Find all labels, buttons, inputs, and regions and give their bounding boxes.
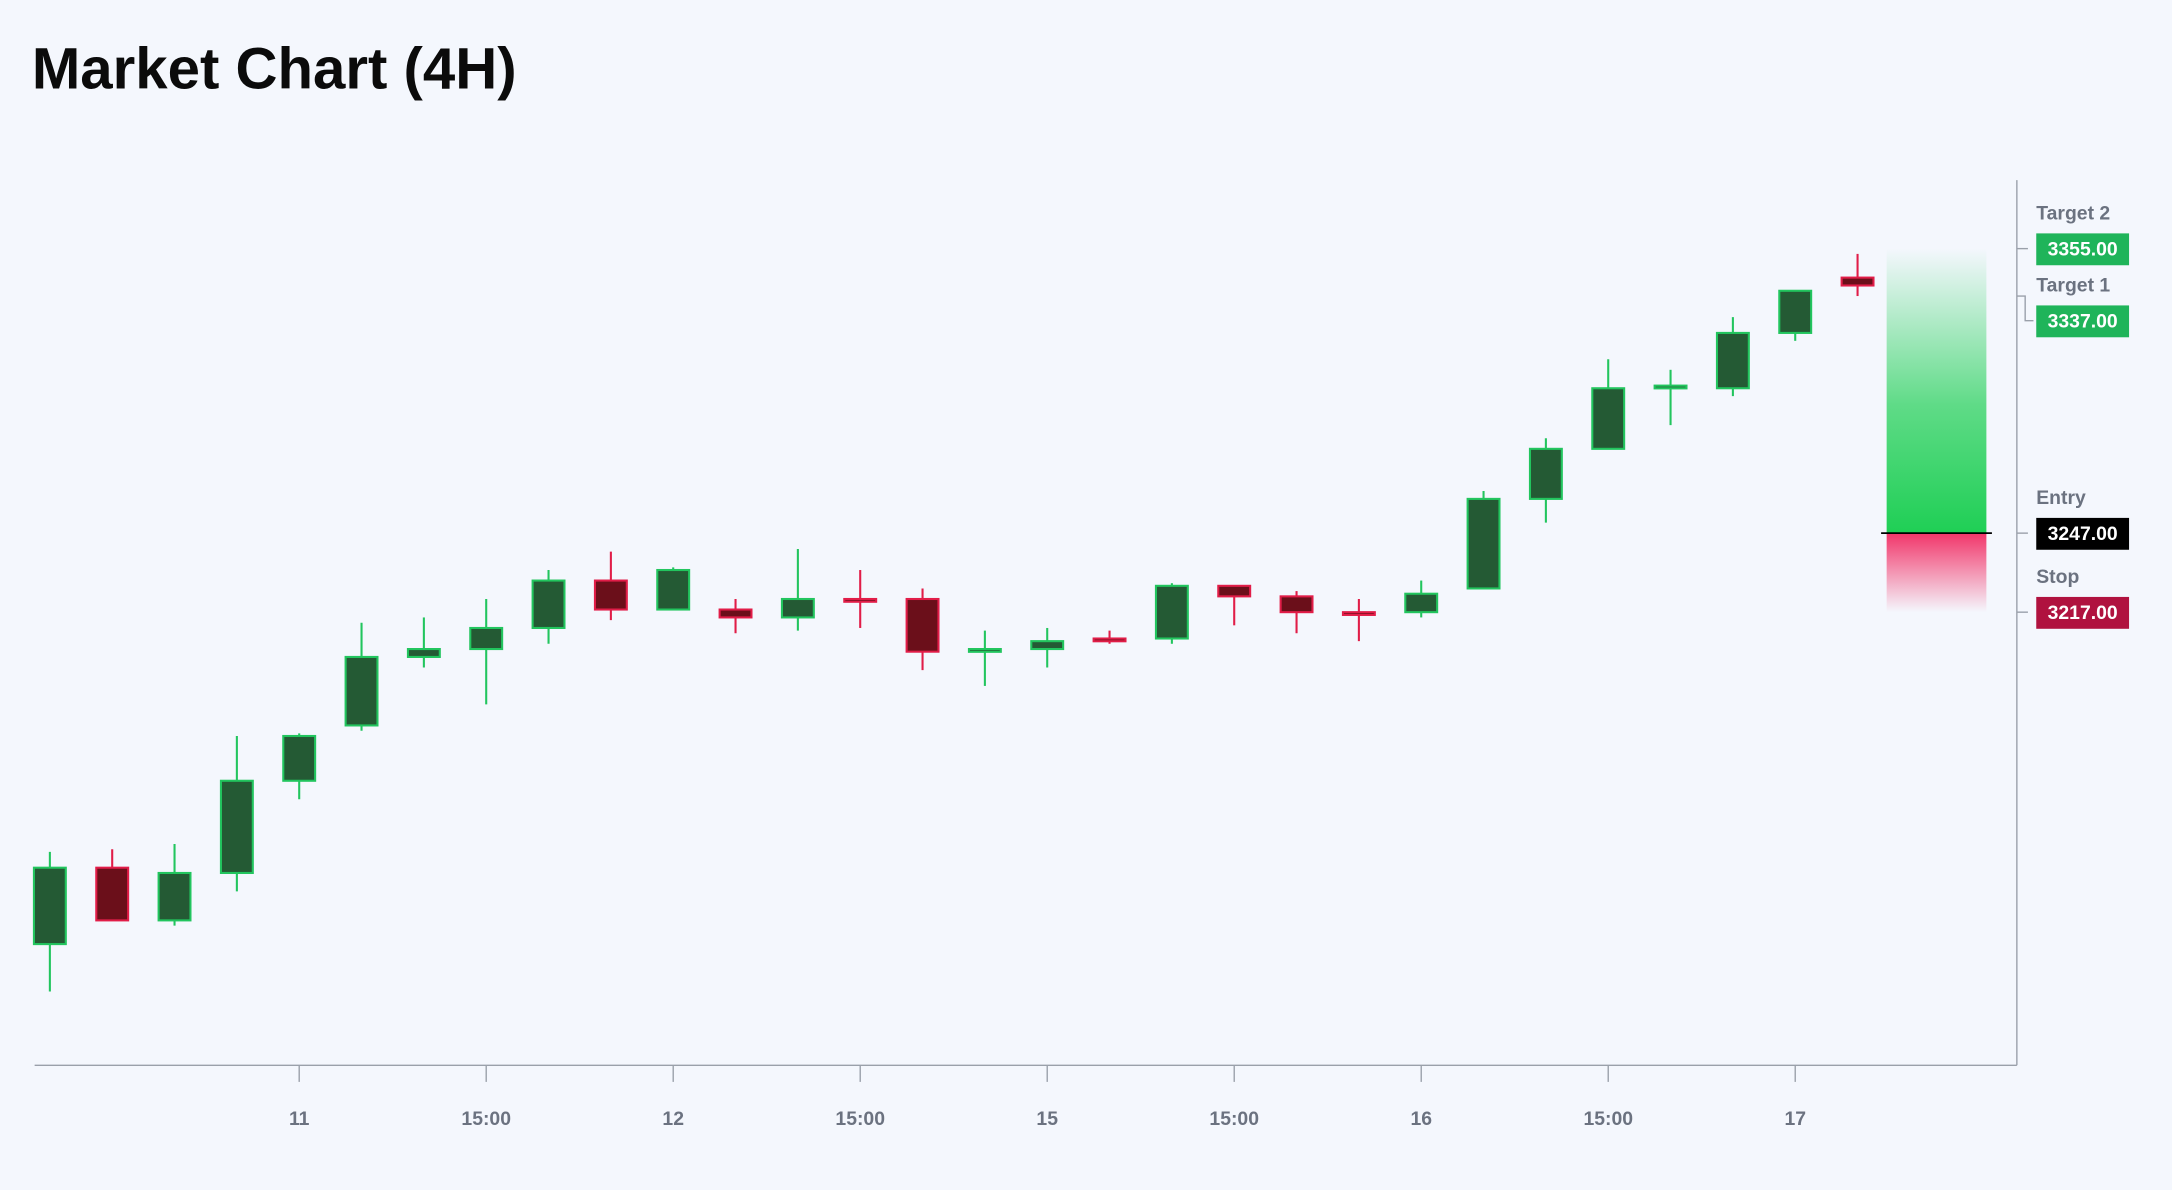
candle-body	[1341, 611, 1376, 616]
chart-title: Market Chart (4H)	[32, 37, 517, 102]
x-tick-label: 15:00	[1209, 1108, 1259, 1130]
level-badge	[2036, 233, 2130, 266]
x-tick-label: 15:00	[1583, 1108, 1633, 1130]
level-value: 3355.00	[2048, 239, 2118, 261]
candle-body	[780, 597, 815, 619]
level-badge	[2036, 596, 2130, 629]
level-name: Target 1	[2036, 275, 2110, 297]
candle-body	[1653, 384, 1688, 390]
x-tick-label: 15:00	[835, 1108, 885, 1130]
candle-body	[1092, 637, 1127, 643]
candle-body	[1715, 331, 1750, 390]
level-name: Target 2	[2036, 203, 2110, 225]
level-value: 3217.00	[2048, 602, 2118, 624]
candle-body	[1840, 276, 1875, 287]
candle-body	[656, 568, 691, 611]
level-name: Stop	[2036, 566, 2079, 588]
candle-body	[843, 597, 878, 603]
loss-zone	[1886, 533, 1987, 613]
x-tick-label: 12	[662, 1108, 684, 1130]
x-tick-label: 15	[1036, 1108, 1058, 1130]
candle-body	[1528, 447, 1563, 500]
candle-body	[967, 648, 1002, 653]
candle-body	[157, 871, 192, 922]
candle-body	[469, 626, 504, 651]
candle-body	[1154, 584, 1189, 640]
candle-body	[95, 866, 130, 922]
candle-body	[344, 655, 379, 727]
level-badge	[2036, 517, 2130, 550]
level-badge	[2036, 305, 2130, 338]
candle-body	[1217, 584, 1252, 598]
candle-body	[1466, 497, 1501, 590]
candle-body	[1404, 592, 1439, 614]
level-name: Entry	[2036, 487, 2086, 509]
candle-body	[1030, 640, 1065, 651]
candle-body	[1279, 595, 1314, 614]
candle-body	[219, 779, 254, 875]
candle-body	[531, 579, 566, 630]
candle-body	[905, 597, 940, 653]
candle-body	[32, 866, 67, 946]
level-value: 3247.00	[2048, 523, 2118, 545]
profit-zone	[1886, 248, 1987, 534]
x-tick-label: 17	[1784, 1108, 1806, 1130]
candle-body	[282, 734, 317, 782]
candle-body	[1778, 289, 1813, 334]
x-tick-label: 11	[289, 1108, 310, 1130]
candle-body	[1591, 387, 1626, 450]
x-tick-label: 15:00	[461, 1108, 511, 1130]
candle-body	[593, 579, 628, 611]
candle-body	[718, 608, 753, 619]
level-value: 3337.00	[2048, 311, 2118, 333]
x-tick-label: 16	[1410, 1108, 1432, 1130]
level-connector	[2016, 295, 2034, 322]
candle-body	[406, 648, 441, 658]
